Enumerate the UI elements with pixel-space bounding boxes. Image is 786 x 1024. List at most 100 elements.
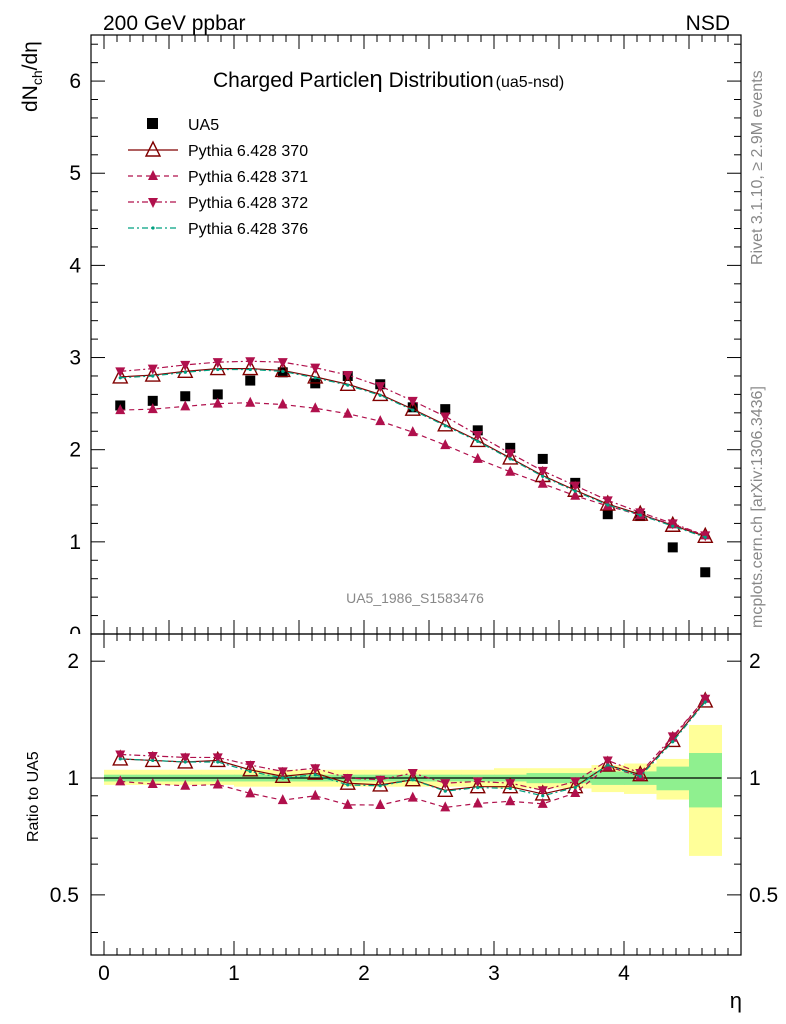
y-tick-label-zero: 0 bbox=[69, 623, 81, 646]
data-point bbox=[508, 457, 512, 461]
y-tick-label: 5 bbox=[69, 162, 81, 185]
series-2 bbox=[115, 396, 711, 540]
data-point bbox=[245, 357, 256, 368]
data-point bbox=[245, 396, 256, 407]
data-point bbox=[180, 360, 191, 371]
data-point bbox=[541, 474, 545, 479]
legend-entry-3: Pythia 6.428 372 bbox=[128, 195, 308, 212]
data-point bbox=[407, 396, 418, 407]
data-point bbox=[212, 397, 223, 408]
ratio-series-1 bbox=[115, 692, 711, 812]
ratio-data-point bbox=[183, 760, 187, 764]
ratio-data-point bbox=[147, 778, 158, 789]
ratio-data-point bbox=[570, 777, 581, 788]
ratio-data-point bbox=[216, 760, 220, 764]
data-point bbox=[697, 526, 714, 544]
legend-square-marker bbox=[147, 118, 158, 129]
ratio-data-point bbox=[245, 761, 256, 772]
data-point bbox=[378, 393, 382, 397]
data-point bbox=[635, 508, 646, 519]
series-line bbox=[120, 368, 706, 538]
y-tick-label: 2 bbox=[69, 439, 81, 462]
data-point bbox=[472, 452, 483, 463]
ratio-data-point bbox=[573, 785, 577, 790]
data-point bbox=[502, 448, 519, 465]
ratio-data-point bbox=[502, 777, 519, 794]
data-point bbox=[505, 449, 516, 460]
data-point bbox=[180, 391, 191, 402]
legend-label: UA5 bbox=[188, 117, 219, 134]
legend-marker bbox=[148, 170, 158, 180]
ratio-y-tick-label-right: 1 bbox=[749, 767, 761, 790]
series-line bbox=[120, 367, 706, 537]
data-point bbox=[703, 535, 707, 539]
ratio-data-point bbox=[537, 797, 548, 808]
ratio-data-point bbox=[151, 758, 155, 763]
ratio-data-point bbox=[635, 769, 646, 780]
series-3 bbox=[115, 357, 711, 542]
data-point bbox=[339, 374, 356, 391]
header-left: 200 GeV ppbar bbox=[103, 12, 245, 35]
ratio-data-point bbox=[606, 763, 610, 767]
data-point bbox=[310, 363, 321, 374]
chart-title-main: Charged Particle bbox=[213, 69, 369, 92]
ratio-data-point bbox=[378, 784, 382, 788]
legend-label: Pythia 6.428 372 bbox=[188, 195, 308, 212]
data-point bbox=[115, 404, 126, 415]
series-4 bbox=[118, 367, 707, 539]
ratio-data-point bbox=[274, 766, 291, 784]
ratio-data-point bbox=[440, 801, 451, 812]
ratio-data-point bbox=[632, 765, 649, 782]
ratio-data-point bbox=[469, 777, 486, 794]
ratio-data-point bbox=[177, 752, 194, 769]
data-point bbox=[307, 367, 324, 384]
data-point bbox=[216, 367, 220, 372]
y-tick-label: 6 bbox=[69, 70, 81, 93]
data-point bbox=[667, 519, 678, 530]
ratio-data-point bbox=[472, 797, 483, 808]
ratio-data-point bbox=[671, 740, 675, 744]
ratio-data-point bbox=[372, 775, 389, 792]
ratio-series-3 bbox=[118, 700, 707, 798]
data-point bbox=[115, 367, 126, 378]
data-point bbox=[209, 359, 226, 376]
ratio-data-point bbox=[245, 787, 256, 798]
data-point bbox=[537, 453, 548, 464]
ratio-y-axis-label: Ratio to UA5 bbox=[25, 751, 42, 842]
legend-entry-0: UA5 bbox=[147, 117, 219, 134]
ratio-data-point bbox=[342, 774, 353, 785]
data-point bbox=[602, 509, 613, 520]
ratio-y-tick-label: 0.5 bbox=[50, 884, 79, 907]
ratio-data-point bbox=[310, 764, 321, 775]
x-tick-label: 2 bbox=[358, 962, 370, 985]
y-axis-label-tail: /dη bbox=[19, 41, 42, 70]
data-point bbox=[112, 367, 129, 384]
data-point bbox=[573, 489, 577, 493]
x-axis-label: η bbox=[730, 988, 742, 1013]
ratio-data-point bbox=[209, 750, 226, 768]
data-point bbox=[599, 494, 616, 511]
legend-label: Pythia 6.428 371 bbox=[188, 169, 308, 186]
chart-title-eta: η bbox=[369, 66, 382, 93]
ratio-data-point bbox=[339, 773, 356, 790]
x-tick-label: 0 bbox=[98, 962, 110, 985]
data-point bbox=[638, 513, 642, 517]
data-point bbox=[346, 383, 350, 387]
mcplots-label: mcplots.cern.ch [arXiv:1306.3436] bbox=[749, 386, 766, 628]
data-point bbox=[407, 426, 418, 437]
data-point bbox=[245, 375, 256, 386]
data-point bbox=[671, 524, 675, 528]
ratio-plot-frame bbox=[90, 633, 742, 956]
main-plot-panel: 1 2 3 4 5 6 0 bbox=[69, 34, 742, 646]
data-point bbox=[443, 424, 447, 428]
ratio-data-point bbox=[313, 773, 317, 777]
ratio-data-point bbox=[407, 791, 418, 802]
data-point bbox=[212, 389, 223, 400]
data-point bbox=[177, 361, 194, 379]
ratio-data-point bbox=[703, 700, 707, 704]
ratio-data-point bbox=[180, 779, 191, 790]
ratio-data-point bbox=[570, 787, 581, 798]
ratio-data-point bbox=[118, 757, 122, 761]
ratio-data-point bbox=[115, 750, 126, 761]
band-inner-bin bbox=[689, 753, 722, 808]
